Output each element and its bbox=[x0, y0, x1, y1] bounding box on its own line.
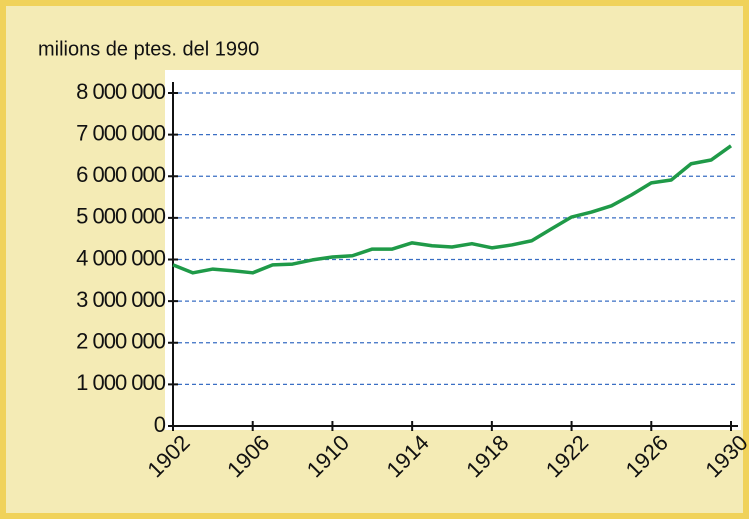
x-tick-label: 1910 bbox=[302, 430, 354, 482]
x-tick-label: 1914 bbox=[381, 430, 433, 482]
y-axis-label: milions de ptes. del 1990 bbox=[38, 38, 259, 60]
x-tick-label: 1906 bbox=[222, 430, 274, 482]
y-tick-label: 5 000 000 bbox=[76, 204, 166, 229]
y-tick-label: 7 000 000 bbox=[76, 120, 166, 145]
y-tick-label: 0 bbox=[154, 412, 166, 437]
x-tick-label: 1926 bbox=[621, 430, 673, 482]
y-tick-label: 2 000 000 bbox=[76, 329, 166, 354]
y-tick-label: 3 000 000 bbox=[76, 287, 166, 312]
x-tick-label: 1930 bbox=[700, 430, 749, 482]
x-tick-label: 1922 bbox=[541, 430, 593, 482]
x-tick-label: 1918 bbox=[461, 430, 513, 482]
y-tick-label: 8 000 000 bbox=[76, 79, 166, 104]
y-tick-label: 1 000 000 bbox=[76, 370, 166, 395]
y-tick-label: 6 000 000 bbox=[76, 162, 166, 187]
plot-area bbox=[165, 70, 741, 430]
data-line bbox=[172, 144, 733, 275]
y-tick-label: 4 000 000 bbox=[76, 245, 166, 270]
x-tick-label: 1902 bbox=[142, 430, 194, 482]
